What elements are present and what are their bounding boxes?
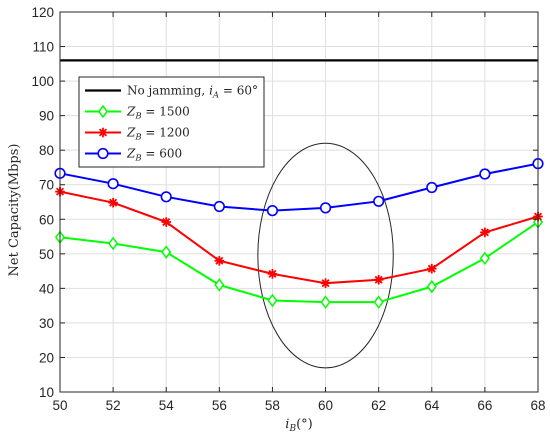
axes-frame xyxy=(59,11,539,393)
data-point xyxy=(213,200,225,213)
data-point xyxy=(214,278,225,292)
legend-text-var: Z xyxy=(126,126,136,140)
data-point xyxy=(161,245,172,259)
asterisk-core xyxy=(100,130,106,135)
legend-text-post: = 1200 xyxy=(142,126,190,140)
y-tick-label: 70 xyxy=(39,178,54,193)
y-tick-label: 50 xyxy=(39,247,54,262)
data-point xyxy=(426,263,437,274)
data-point xyxy=(266,205,279,217)
x-tick-label: 64 xyxy=(424,398,440,413)
asterisk-core xyxy=(164,219,169,225)
legend-marker xyxy=(97,147,109,160)
asterisk-core xyxy=(376,277,381,282)
x-tick-label: 66 xyxy=(477,398,492,413)
data-point xyxy=(161,217,172,227)
grid-lines xyxy=(59,11,539,393)
y-tick-label: 30 xyxy=(39,316,54,331)
legend-text-sub: A xyxy=(212,91,219,101)
data-point xyxy=(373,295,384,309)
y-tick-label: 120 xyxy=(31,5,54,20)
data-point xyxy=(479,251,490,266)
legend-text-sub: B xyxy=(134,112,141,122)
legend-text-var: i xyxy=(209,84,213,98)
legend-box xyxy=(78,76,265,168)
data-point xyxy=(108,197,118,208)
x-tick-label: 60 xyxy=(318,398,333,413)
data-point xyxy=(426,279,437,294)
y-tick-label: 60 xyxy=(39,212,54,227)
legend-text-post: = 1500 xyxy=(142,105,190,119)
data-point xyxy=(107,178,119,190)
x-axis-label-sub: B xyxy=(288,424,296,434)
x-axis-label: iB(°) xyxy=(285,417,312,434)
asterisk-core xyxy=(217,258,222,263)
y-tick-label: 80 xyxy=(39,143,54,158)
data-point xyxy=(479,168,491,180)
y-axis-label: Net Capacity(Mbps) xyxy=(7,144,22,277)
data-point xyxy=(267,293,278,308)
data-point xyxy=(267,269,278,279)
y-tick-label: 100 xyxy=(31,74,54,89)
legend-label: ZB = 600 xyxy=(126,147,182,164)
data-point xyxy=(320,278,331,288)
series-2 xyxy=(55,186,543,288)
legend-text-sub: B xyxy=(134,133,141,143)
x-axis-label-var: i xyxy=(285,417,289,432)
data-point xyxy=(373,195,385,207)
x-tick-label: 54 xyxy=(159,398,175,413)
series-line xyxy=(59,221,539,304)
x-tick-label: 52 xyxy=(106,398,121,413)
data-point xyxy=(214,255,225,266)
legend-label: ZB = 1200 xyxy=(126,126,190,143)
asterisk-core xyxy=(429,266,434,271)
x-tick-label: 62 xyxy=(371,398,386,413)
data-point xyxy=(426,181,438,194)
legend-marker xyxy=(98,127,108,138)
x-tick-label: 56 xyxy=(212,398,227,413)
legend-text-post: = 600 xyxy=(142,147,183,161)
data-point xyxy=(108,236,119,251)
legend-entry-0: No jamming, iA = 60° xyxy=(85,84,258,101)
series-1 xyxy=(54,215,544,309)
x-tick-label: 68 xyxy=(530,398,545,413)
asterisk-core xyxy=(482,230,488,235)
axes: 50 52 54 56 58 60 62 64 66 68 10 20 30 40 50 60 70 80 90 10… xyxy=(31,5,545,413)
legend-text-sub: B xyxy=(134,154,141,164)
legend-marker xyxy=(97,104,109,119)
legend-text-pre: No jamming, xyxy=(127,84,209,98)
legend-text-var: Z xyxy=(126,147,136,161)
legend-label: No jamming, iA = 60° xyxy=(127,84,258,101)
x-tick-label: 58 xyxy=(265,398,280,413)
annotations xyxy=(257,142,394,369)
y-tick-label: 90 xyxy=(39,109,54,124)
legend-label: ZB = 1500 xyxy=(126,105,190,122)
data-point xyxy=(319,202,332,214)
y-tick-label: 10 xyxy=(39,385,54,400)
plot-area xyxy=(60,12,538,392)
data-point xyxy=(320,295,331,309)
legend-text-var: Z xyxy=(126,105,136,119)
series-line xyxy=(59,162,539,212)
data-point xyxy=(373,274,384,285)
y-tick-label: 20 xyxy=(39,350,54,365)
y-tick-label: 110 xyxy=(32,40,54,55)
highlight-ellipse xyxy=(257,142,394,369)
x-tick-label: 50 xyxy=(52,398,67,413)
x-axis-label-unit: (°) xyxy=(296,417,313,432)
legend-text-post: = 60° xyxy=(219,84,258,98)
data-point xyxy=(480,227,490,238)
data-point xyxy=(160,191,172,203)
legend-entry-2: ZB = 1200 xyxy=(85,126,190,143)
legend-entry-3: ZB = 600 xyxy=(85,147,182,164)
asterisk-core xyxy=(270,271,275,277)
legend-entry-1: ZB = 1500 xyxy=(85,105,190,122)
series-line xyxy=(59,190,539,285)
y-tick-label: 40 xyxy=(39,281,54,296)
asterisk-core xyxy=(323,280,328,286)
asterisk-core xyxy=(110,200,116,205)
